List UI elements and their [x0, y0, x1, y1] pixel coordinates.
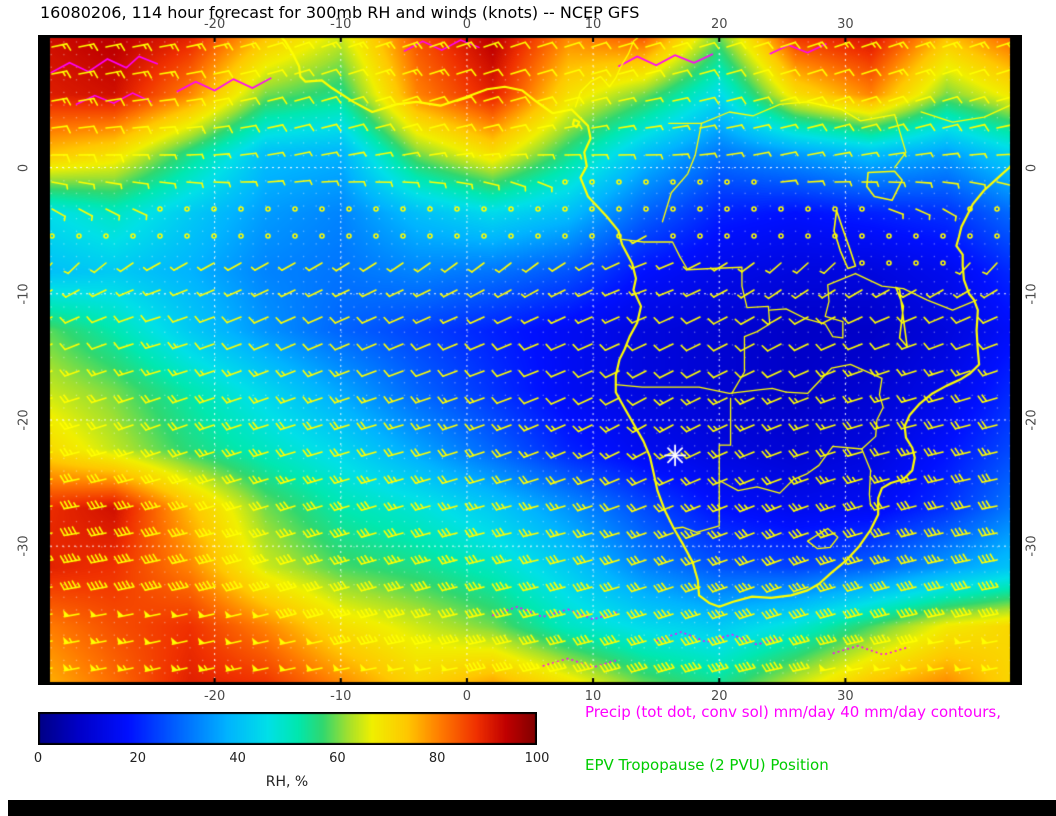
y-tick-label-right: -30 [1024, 535, 1040, 557]
colorbar-tick-label: 100 [524, 751, 550, 766]
y-tick-label-left: 0 [16, 163, 32, 172]
colorbar-label: RH, % [265, 774, 309, 790]
y-tick-label-left: -10 [16, 283, 32, 305]
x-tick-label-top: 30 [837, 17, 854, 32]
x-tick-label-bottom: 30 [837, 689, 854, 704]
y-tick-label-left: -30 [16, 535, 32, 557]
rh-wind-map-canvas [38, 35, 1022, 685]
x-tick-label-top: -10 [330, 17, 352, 32]
rh-colorbar [38, 712, 537, 745]
x-tick-label-bottom: -10 [330, 689, 352, 704]
colorbar-tick-label: 40 [229, 751, 246, 766]
x-tick-label-bottom: 20 [710, 689, 728, 704]
bottom-border-bar [8, 800, 1056, 816]
colorbar-tick-label: 60 [329, 751, 346, 766]
colorbar-tick-label: 80 [428, 751, 446, 766]
x-tick-label-bottom: 10 [584, 689, 602, 704]
x-tick-label-top: 0 [462, 17, 472, 32]
legend-epv: EPV Tropopause (2 PVU) Position [585, 756, 829, 774]
colorbar-tick-label: 0 [33, 751, 43, 766]
x-tick-label-top: 10 [584, 17, 602, 32]
colorbar-tick-label: 20 [129, 751, 147, 766]
x-tick-label-top: -20 [203, 17, 226, 32]
page-title: 16080206, 114 hour forecast for 300mb RH… [40, 3, 640, 22]
y-tick-label-right: -10 [1024, 283, 1040, 305]
y-tick-label-left: -20 [16, 409, 32, 431]
x-tick-label-bottom: -20 [203, 689, 226, 704]
x-tick-label-top: 20 [710, 17, 728, 32]
x-tick-label-bottom: 0 [462, 689, 472, 704]
y-tick-label-right: 0 [1024, 163, 1040, 172]
legend-precip: Precip (tot dot, conv sol) mm/day 40 mm/… [585, 703, 1001, 721]
y-tick-label-right: -20 [1024, 409, 1040, 431]
